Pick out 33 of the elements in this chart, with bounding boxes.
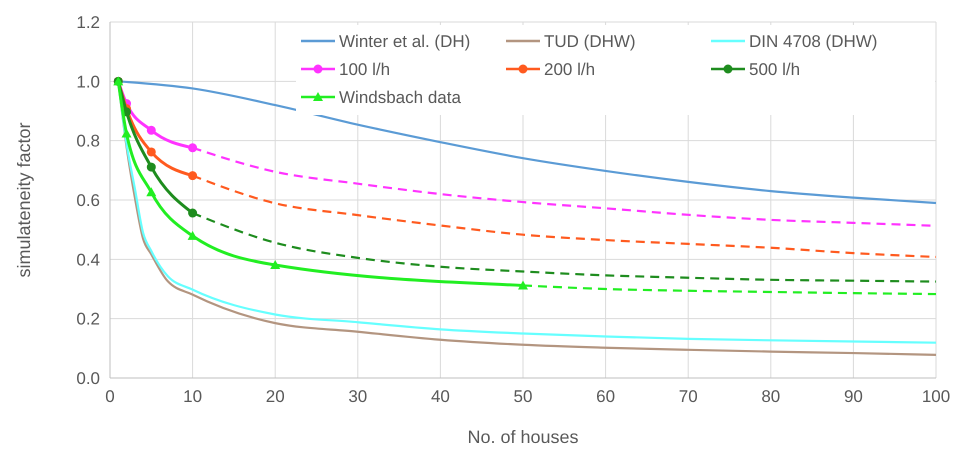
x-tick-label: 40 [430, 387, 450, 406]
x-tick-label: 100 [922, 387, 950, 406]
x-axis-title: No. of houses [467, 427, 579, 447]
point [146, 147, 156, 156]
legend-label: Winter et al. (DH) [339, 32, 470, 51]
y-tick-label: 1.0 [76, 72, 100, 92]
x-tick-label: 0 [105, 387, 115, 406]
point [146, 187, 156, 196]
y-tick-label: 0.4 [76, 250, 100, 270]
legend-label: Windsbach data [339, 88, 462, 107]
point [146, 126, 156, 135]
x-tick-label: 90 [844, 387, 863, 406]
legend-label: DIN 4708 (DHW) [749, 32, 878, 51]
x-tick-label: 50 [514, 387, 532, 406]
y-tick-label: 0.0 [76, 369, 100, 388]
x-tick-label: 30 [348, 387, 368, 406]
x-tick-label: 80 [761, 387, 780, 406]
y-tick-label: 0.8 [76, 132, 100, 151]
y-tick-label: 0.6 [76, 191, 100, 210]
y-tick-label: 0.2 [76, 310, 100, 329]
x-tick-label: 20 [266, 387, 285, 406]
point [270, 260, 280, 269]
legend-label: 100 l/h [339, 60, 390, 79]
legend-label: 200 l/h [544, 60, 596, 79]
y-axis-title: simulateneity factor [14, 122, 34, 278]
legend-label: 500 l/h [749, 60, 800, 79]
y-tick-label: 1.2 [76, 13, 100, 32]
x-tick-label: 10 [183, 387, 202, 406]
point [146, 162, 156, 172]
x-tick-label: 60 [596, 387, 616, 406]
point [122, 128, 132, 138]
x-tick-label: 70 [678, 387, 698, 406]
legend-label: TUD (DHW) [544, 32, 636, 51]
